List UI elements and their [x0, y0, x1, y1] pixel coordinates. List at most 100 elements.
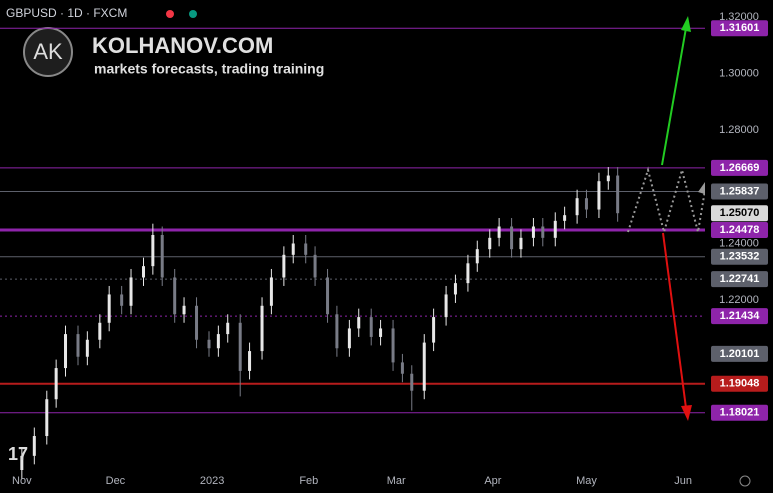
candle-body — [432, 317, 436, 343]
x-tick-label: Apr — [484, 475, 501, 487]
candle-body — [519, 237, 523, 250]
bull-arrowhead — [681, 16, 691, 32]
candle-body — [291, 243, 295, 255]
candles — [20, 167, 620, 479]
candle-body — [488, 237, 492, 250]
level-label-bg — [711, 345, 768, 362]
y-tick-label: 1.22000 — [719, 294, 759, 306]
level-label-bg — [711, 221, 768, 238]
candle-body — [497, 226, 501, 238]
level-label-bg — [711, 308, 768, 325]
y-tick-label: 1.32000 — [719, 11, 759, 23]
candle-body — [98, 322, 102, 340]
level-label-bg — [711, 375, 768, 392]
candle-body — [141, 266, 145, 278]
x-tick-label: Dec — [106, 475, 126, 487]
settings-icon[interactable] — [739, 475, 751, 487]
level-label: 1.21434 — [720, 310, 761, 322]
candle-body — [120, 294, 124, 306]
x-tick-label: Feb — [299, 475, 318, 487]
levels — [0, 27, 705, 414]
level-label: 1.23532 — [720, 251, 760, 263]
x-tick-label: May — [576, 475, 597, 487]
candle-body — [207, 339, 211, 349]
level-label: 1.18021 — [720, 407, 760, 419]
candle-body — [347, 328, 351, 349]
candle-body — [475, 249, 479, 264]
candle-body — [45, 399, 49, 437]
candle-body — [282, 254, 286, 278]
candle-body — [85, 339, 89, 357]
bear-arrowhead — [681, 405, 692, 421]
y-tick-label: 1.24000 — [719, 237, 759, 249]
candle-body — [606, 175, 610, 182]
candle-body — [226, 322, 230, 335]
projection — [627, 166, 706, 236]
candle-body — [379, 328, 383, 337]
candle-body — [335, 314, 339, 349]
level-label: 1.20101 — [720, 348, 760, 360]
logo: AK — [33, 39, 63, 64]
candle-body — [64, 334, 68, 369]
candle-body — [597, 181, 601, 210]
level-label-bg — [711, 183, 768, 200]
candle-body — [182, 305, 186, 315]
candle-body — [326, 277, 330, 315]
candle-body — [151, 235, 155, 267]
tagline: markets forecasts, trading training — [94, 61, 324, 77]
level-label: 1.22741 — [720, 273, 760, 285]
bull-arrow — [661, 27, 687, 166]
tv-logo: 17 — [8, 444, 28, 464]
candle-body — [248, 351, 252, 371]
candle-body — [616, 175, 620, 214]
candle-body — [173, 277, 177, 315]
axes: 1.32000 1.30000 1.28000 1.24000 1.22000 Nov De… — [12, 0, 773, 493]
candle-body — [410, 373, 414, 391]
candle-body — [575, 198, 579, 216]
candle-body — [160, 235, 164, 278]
level-label: 1.19048 — [720, 378, 760, 390]
x-tick-label: Mar — [387, 475, 406, 487]
y-tick-label: 1.28000 — [719, 124, 759, 136]
x-tick-label: 2023 — [200, 475, 224, 487]
candle-body — [216, 334, 220, 349]
candle-body — [129, 277, 133, 306]
candle-body — [400, 362, 404, 374]
candle-body — [563, 215, 567, 221]
level-label: 1.24478 — [720, 224, 760, 236]
candle-body — [357, 317, 361, 329]
candle-body — [584, 198, 588, 210]
y-tick-label: 1.30000 — [719, 68, 759, 80]
level-label: 1.25070 — [720, 207, 760, 219]
level-label: 1.25837 — [720, 185, 760, 197]
candle-body — [369, 317, 373, 337]
status-dot — [166, 10, 174, 18]
level-label-bg — [711, 271, 768, 288]
candle-body — [269, 277, 273, 306]
level-label-bg — [711, 205, 768, 222]
candle-body — [54, 368, 58, 400]
candle-body — [107, 294, 111, 323]
candle-body — [466, 263, 470, 284]
candle-body — [541, 226, 545, 238]
candle-body — [422, 342, 426, 391]
candle-body — [195, 305, 199, 340]
candle-body — [391, 328, 395, 363]
candle-body — [531, 226, 535, 238]
brand: KOLHANOV.COM — [92, 33, 273, 58]
symbol: GBPUSD · 1D · FXCM — [6, 6, 127, 20]
candle-body — [76, 334, 80, 357]
x-tick-label: Nov — [12, 475, 32, 487]
candle-body — [553, 220, 557, 238]
candle-body — [453, 283, 457, 295]
bear-arrow — [662, 232, 687, 409]
level-label: 1.31601 — [720, 22, 760, 34]
candle-body — [238, 322, 242, 371]
level-label: 1.26669 — [720, 162, 760, 174]
status-dot — [189, 10, 197, 18]
candle-body — [444, 294, 448, 318]
level-label-bg — [711, 20, 768, 37]
level-label-bg — [711, 248, 768, 265]
